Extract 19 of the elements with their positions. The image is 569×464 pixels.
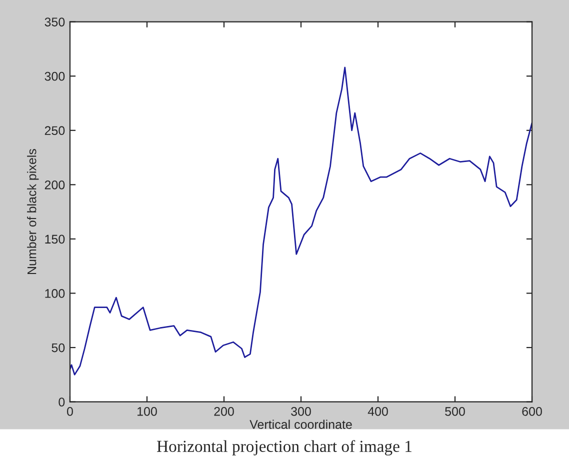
y-tick-label: 250	[44, 126, 65, 136]
x-axis-title: Vertical coordinate	[250, 420, 352, 429]
x-tick-label: 500	[445, 407, 465, 416]
line-series	[70, 66, 532, 376]
y-axis-title: Number of black pixels	[27, 149, 39, 274]
text: Horizontal projection chart of image 1	[157, 440, 412, 456]
x-tick-label: 100	[138, 407, 157, 416]
y-tick-label: 50	[52, 343, 65, 352]
y-tick-label: 0	[58, 398, 65, 406]
x-tick-label: 400	[368, 407, 388, 416]
y-tick-label: 200	[44, 180, 65, 190]
x-tick-label: 600	[522, 407, 542, 416]
y-tick-label: 100	[45, 289, 65, 298]
y-tick-label: 350	[44, 18, 65, 26]
y-tick-label: 300	[44, 72, 65, 81]
y-tick-label: 150	[45, 234, 65, 244]
x-tick-label: 0	[67, 407, 73, 416]
x-tick-label: 300	[291, 407, 311, 416]
x-tick-label: 200	[214, 407, 234, 416]
